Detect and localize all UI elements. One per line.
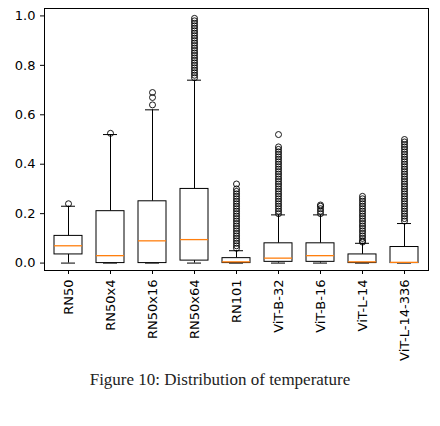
svg-text:RN50: RN50 <box>61 280 76 315</box>
svg-text:RN50x4: RN50x4 <box>103 280 118 331</box>
svg-text:0.6: 0.6 <box>15 107 36 122</box>
svg-text:1.0: 1.0 <box>15 8 36 23</box>
svg-text:ViT-B-32: ViT-B-32 <box>271 280 286 333</box>
svg-text:ViT-B-16: ViT-B-16 <box>313 280 328 333</box>
svg-text:0.4: 0.4 <box>15 156 36 171</box>
svg-text:RN50x16: RN50x16 <box>145 280 160 340</box>
svg-text:0.8: 0.8 <box>15 58 36 73</box>
svg-text:RN50x64: RN50x64 <box>187 280 202 340</box>
svg-text:0.0: 0.0 <box>15 255 36 270</box>
html-text:Figure 10: Distribution of tem: Figure 10: Distribution of temperature <box>89 370 351 389</box>
svg-text:ViT-L-14: ViT-L-14 <box>355 280 370 332</box>
svg-text:ViT-L-14-336: ViT-L-14-336 <box>397 280 412 361</box>
svg-text:RN101: RN101 <box>229 280 244 324</box>
svg-text:0.2: 0.2 <box>15 206 36 221</box>
